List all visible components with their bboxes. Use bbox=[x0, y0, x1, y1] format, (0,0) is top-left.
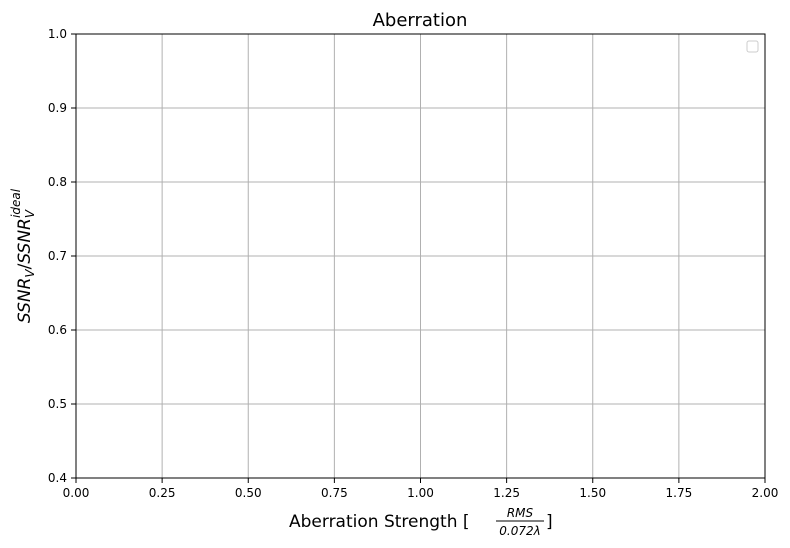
x-tick-label: 0.75 bbox=[321, 486, 348, 500]
chart-title: Aberration bbox=[373, 10, 468, 31]
y-tick-label: 0.7 bbox=[48, 249, 67, 263]
y-axis-label-sup2: ideal bbox=[9, 188, 23, 218]
x-tick-label: 1.25 bbox=[493, 486, 520, 500]
ticks: 0.00 0.25 0.50 0.75 1.00 1.25 1.50 1.75 2.00 0.4 0… bbox=[48, 27, 778, 500]
x-tick-label: 2.00 bbox=[752, 486, 779, 500]
y-axis-label-slash: / bbox=[15, 263, 35, 269]
x-tick-label: 0.00 bbox=[63, 486, 90, 500]
x-tick-label: 1.00 bbox=[407, 486, 434, 500]
y-tick-label: 1.0 bbox=[48, 27, 67, 41]
y-axis-label: SSNRV/SSNRVideal bbox=[9, 188, 37, 323]
x-axis-label-numerator: RMS bbox=[507, 506, 534, 520]
x-axis-label-close: ] bbox=[546, 512, 553, 532]
x-tick-label: 0.25 bbox=[149, 486, 176, 500]
x-axis-label-denominator: 0.072λ bbox=[499, 524, 540, 538]
y-tick-label: 0.8 bbox=[48, 175, 67, 189]
axes-frame bbox=[75, 33, 766, 479]
legend-box bbox=[746, 40, 759, 53]
y-axis-label-base1: SSNR bbox=[15, 278, 35, 324]
x-tick-label: 1.75 bbox=[666, 486, 693, 500]
x-tick-label: 1.50 bbox=[579, 486, 606, 500]
y-tick-label: 0.4 bbox=[48, 471, 67, 485]
y-axis-label-sub1: V bbox=[23, 269, 37, 278]
x-axis-label-text: Aberration Strength [ bbox=[289, 512, 470, 532]
y-axis-label-sub2: V bbox=[23, 209, 37, 218]
y-tick-label: 0.5 bbox=[48, 397, 67, 411]
x-tick-label: 0.50 bbox=[235, 486, 262, 500]
y-tick-label: 0.6 bbox=[48, 323, 67, 337]
svg-text:SSNRV/SSNRVideal: SSNRV/SSNRVideal bbox=[9, 188, 37, 323]
y-axis-label-base2: SSNR bbox=[15, 218, 35, 264]
x-axis-label: Aberration Strength [ RMS 0.072λ ] bbox=[289, 506, 553, 538]
y-tick-label: 0.9 bbox=[48, 101, 67, 115]
